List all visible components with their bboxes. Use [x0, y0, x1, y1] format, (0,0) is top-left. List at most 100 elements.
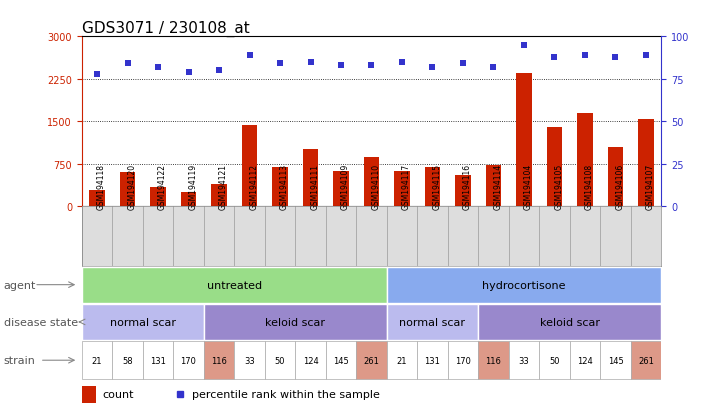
Point [274, 61, 286, 68]
Text: 116: 116 [211, 356, 227, 365]
Text: keloid scar: keloid scar [540, 317, 600, 327]
Bar [264, 342, 295, 379]
Bar [173, 342, 204, 379]
Text: 33: 33 [518, 356, 530, 365]
Text: disease state: disease state [4, 317, 77, 327]
Bar [395, 171, 410, 206]
Point [549, 54, 560, 61]
Text: GDS3071 / 230108_at: GDS3071 / 230108_at [82, 21, 250, 37]
Text: 58: 58 [122, 356, 133, 365]
Bar [417, 342, 448, 379]
Bar [82, 386, 96, 403]
Point [427, 64, 438, 71]
Point [122, 61, 133, 68]
Text: GSM194106: GSM194106 [616, 164, 624, 209]
Bar [479, 342, 509, 379]
Point [213, 68, 225, 74]
Text: GSM194118: GSM194118 [97, 164, 106, 209]
Bar [387, 267, 661, 303]
Bar [638, 120, 653, 206]
Bar [272, 168, 288, 206]
Text: 50: 50 [549, 356, 560, 365]
Text: 50: 50 [274, 356, 285, 365]
Bar [211, 185, 227, 206]
Text: 124: 124 [577, 356, 593, 365]
Bar [486, 166, 501, 206]
Bar [143, 342, 173, 379]
Bar [425, 168, 440, 206]
Bar [570, 342, 600, 379]
Text: percentile rank within the sample: percentile rank within the sample [192, 389, 380, 399]
Text: GSM194120: GSM194120 [127, 164, 137, 209]
Bar [82, 342, 112, 379]
Text: 261: 261 [638, 356, 654, 365]
Text: GSM194110: GSM194110 [371, 164, 380, 209]
Bar [455, 176, 471, 206]
Text: 145: 145 [333, 356, 349, 365]
Bar [608, 147, 623, 206]
Point [305, 59, 316, 66]
Text: normal scar: normal scar [400, 317, 466, 327]
Bar [387, 304, 479, 340]
Text: normal scar: normal scar [109, 317, 176, 327]
Bar [204, 342, 234, 379]
Text: 131: 131 [424, 356, 440, 365]
Text: count: count [102, 389, 134, 399]
Point [365, 63, 377, 69]
Bar [479, 304, 661, 340]
Text: 145: 145 [608, 356, 624, 365]
Point [336, 63, 347, 69]
Bar [631, 342, 661, 379]
Point [457, 61, 469, 68]
Text: GSM194109: GSM194109 [341, 164, 350, 209]
Bar [387, 342, 417, 379]
Text: GSM194107: GSM194107 [646, 164, 655, 209]
Point [641, 52, 652, 59]
Bar [181, 193, 196, 206]
Point [579, 52, 591, 59]
Text: GSM194108: GSM194108 [585, 164, 594, 209]
Bar [112, 342, 143, 379]
Bar [90, 191, 105, 206]
Bar [547, 128, 562, 206]
Bar [82, 304, 204, 340]
Text: GSM194105: GSM194105 [555, 164, 564, 209]
Point [610, 54, 621, 61]
Bar [539, 342, 570, 379]
Point [91, 71, 102, 78]
Text: GSM194114: GSM194114 [493, 164, 503, 209]
Text: GSM194111: GSM194111 [311, 164, 319, 209]
Bar [151, 188, 166, 206]
Text: agent: agent [4, 280, 36, 290]
Bar [204, 304, 387, 340]
Text: GSM194104: GSM194104 [524, 164, 533, 209]
Bar [516, 74, 532, 206]
Text: GSM194116: GSM194116 [463, 164, 472, 209]
Text: 261: 261 [363, 356, 380, 365]
Text: 170: 170 [455, 356, 471, 365]
Text: GSM194112: GSM194112 [250, 164, 259, 209]
Point [183, 69, 194, 76]
Bar [600, 342, 631, 379]
Text: 33: 33 [244, 356, 255, 365]
Text: 170: 170 [181, 356, 196, 365]
Text: 131: 131 [150, 356, 166, 365]
Bar [364, 158, 379, 206]
Text: 116: 116 [486, 356, 501, 365]
Bar [120, 173, 135, 206]
Text: keloid scar: keloid scar [265, 317, 325, 327]
Text: GSM194122: GSM194122 [158, 164, 167, 209]
Bar [234, 342, 264, 379]
Bar [577, 113, 592, 206]
Point [488, 64, 499, 71]
Text: 124: 124 [303, 356, 319, 365]
Bar [509, 342, 539, 379]
Text: GSM194113: GSM194113 [280, 164, 289, 209]
Point [244, 52, 255, 59]
Point [152, 64, 164, 71]
Bar [356, 342, 387, 379]
Point [396, 59, 407, 66]
Point [518, 43, 530, 49]
Bar [303, 150, 318, 206]
Text: GSM194121: GSM194121 [219, 164, 228, 209]
